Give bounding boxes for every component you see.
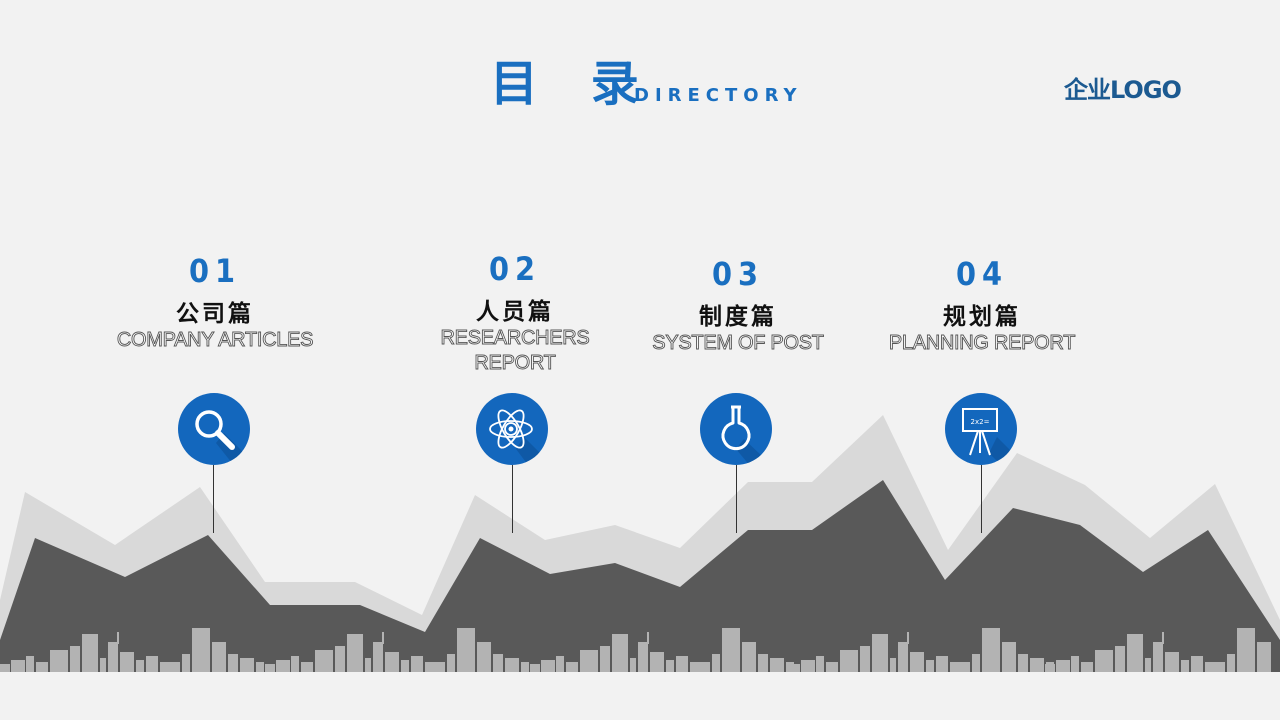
stem-line <box>981 465 982 533</box>
mountain-dark-layer <box>0 480 1280 672</box>
company-logo: 企业LOGO <box>1064 76 1182 104</box>
blackboard-text: 2x2= <box>971 418 990 426</box>
stem-line <box>736 465 737 533</box>
stem-line <box>512 465 513 533</box>
item-title-cn: 规划篇 <box>943 304 1021 330</box>
city-skyline <box>0 628 1271 672</box>
item-title-en: PLANNING REPORT <box>888 332 1076 355</box>
item-title-cn: 人员篇 <box>476 299 554 325</box>
item-title-en: COMPANY ARTICLES <box>116 329 314 352</box>
item-title-en: SYSTEM OF POST <box>652 332 825 355</box>
atom-icon[interactable] <box>476 393 548 465</box>
page-title: 目 录 <box>490 56 657 112</box>
magnifier-icon[interactable] <box>178 393 250 465</box>
item-number: 04 <box>955 255 1009 293</box>
directory-item-3[interactable]: 03 制度篇 SYSTEM OF POST <box>618 257 858 356</box>
item-title-cn: 公司篇 <box>176 301 254 327</box>
blackboard-icon[interactable]: 2x2= <box>945 393 1017 465</box>
flask-icon[interactable] <box>700 393 772 465</box>
directory-item-4[interactable]: 04 规划篇 PLANNING REPORT <box>862 257 1102 356</box>
item-number: 01 <box>188 252 242 290</box>
directory-item-1[interactable]: 01 公司篇 COMPANY ARTICLES <box>95 254 335 353</box>
item-number: 02 <box>488 250 542 288</box>
stem-line <box>213 465 214 533</box>
page-subtitle: DIRECTORY <box>634 85 803 106</box>
item-title-en: RESEARCHERS REPORT <box>440 327 590 375</box>
item-number: 03 <box>711 255 765 293</box>
directory-item-2[interactable]: 02 人员篇 RESEARCHERS REPORT <box>395 252 635 376</box>
item-title-cn: 制度篇 <box>699 304 777 330</box>
ground <box>0 672 1280 720</box>
